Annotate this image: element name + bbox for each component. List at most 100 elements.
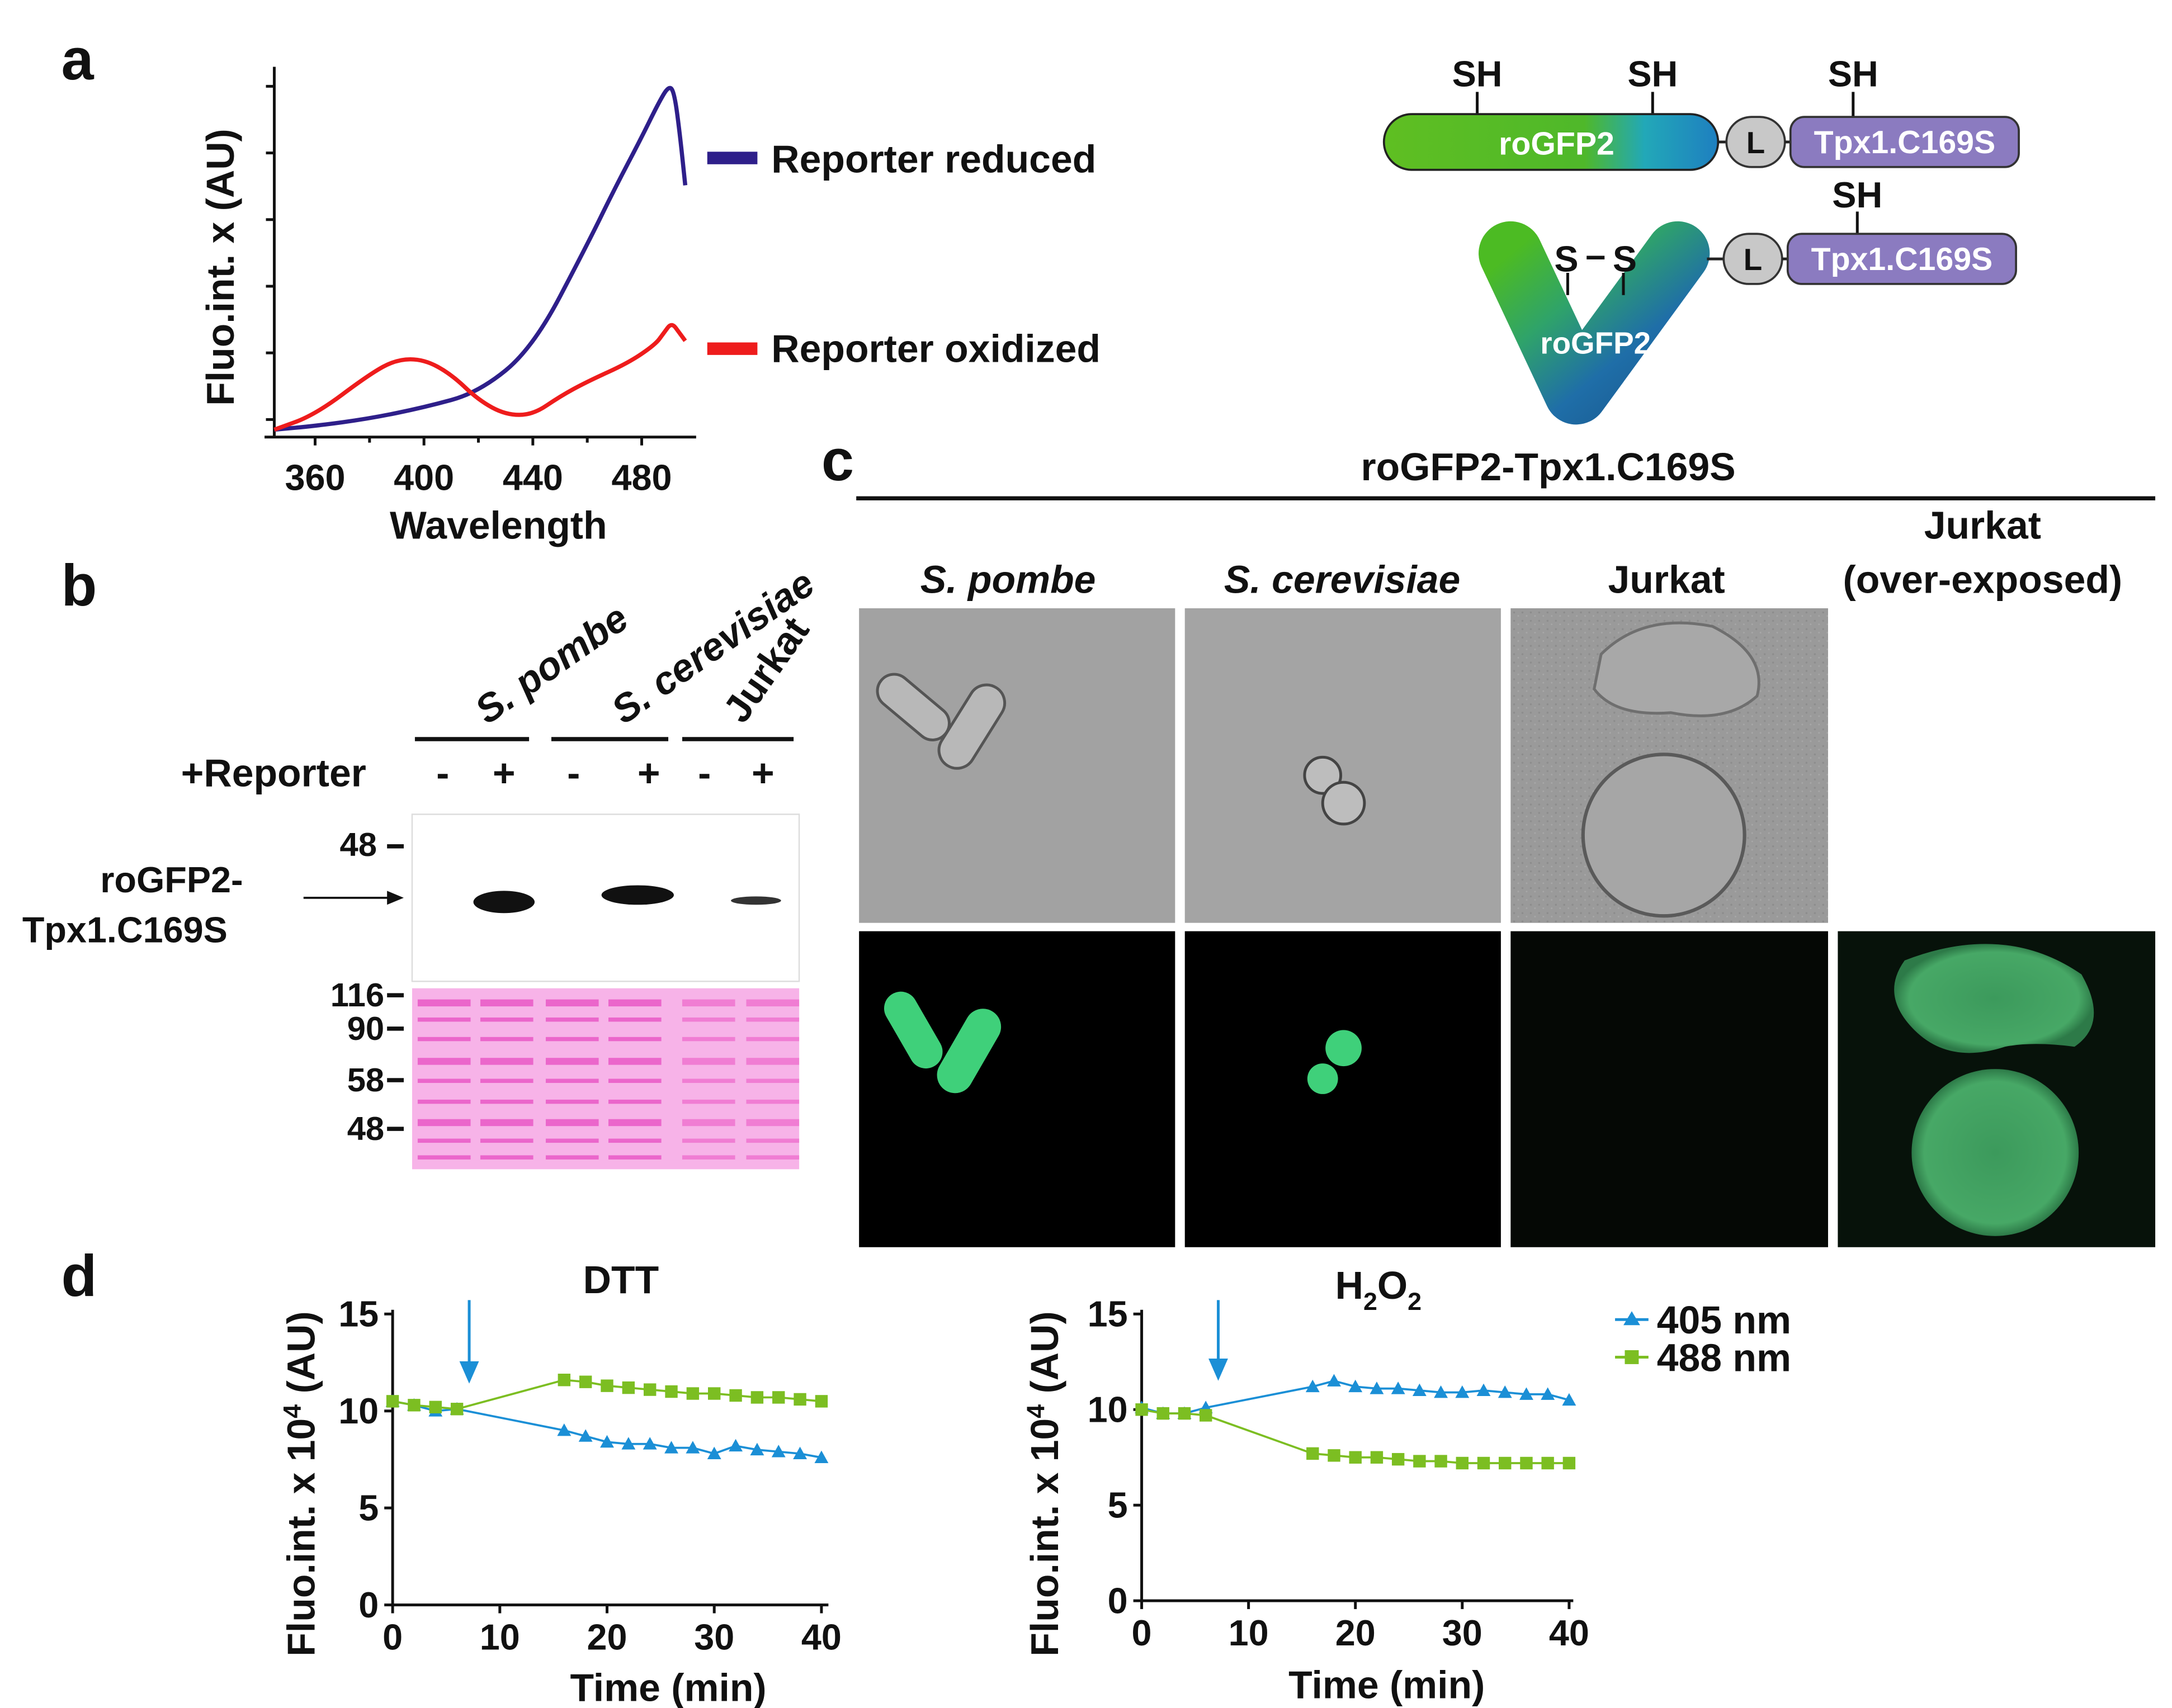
- chart-d2-point-488: [1541, 1456, 1554, 1470]
- chart-d2-point-405: [1455, 1385, 1470, 1398]
- chart-d1-point-405: [750, 1442, 764, 1456]
- col-label-jurkat-over2: (over-exposed): [1843, 558, 2122, 602]
- ponceau-band: [682, 1099, 735, 1104]
- chart-d1-y-tick-label: 0: [358, 1584, 379, 1625]
- chart-d1-point-405: [793, 1446, 808, 1460]
- chart-d1-y-tick-label: 10: [338, 1390, 379, 1431]
- disulfide-bond: –: [1585, 234, 1606, 275]
- blot-marker-48: 48: [339, 826, 376, 863]
- ponceau-band: [608, 1138, 662, 1143]
- col-label-jurkat-over1: Jurkat: [1924, 504, 2041, 547]
- blot-band-pombe: [473, 891, 535, 914]
- ponceau-band: [480, 1155, 533, 1160]
- legend-405-label: 405 nm: [1657, 1298, 1791, 1342]
- chart-d1-y-tick-label: 15: [338, 1294, 379, 1335]
- chart-d1-xlabel: Time (min): [570, 1666, 766, 1708]
- ponceau-bands: [417, 999, 800, 1160]
- ponceau-band: [682, 1058, 735, 1065]
- ponceau-band: [682, 999, 735, 1007]
- chart-d1-point-488: [558, 1374, 571, 1387]
- ponceau-band: [545, 1119, 599, 1127]
- chart-d2-title: H2O2: [1335, 1264, 1422, 1316]
- chart-d1-point-488: [622, 1381, 635, 1394]
- fluor-image-cerevisiae: [1184, 931, 1501, 1247]
- panel-label-a: a: [62, 27, 95, 92]
- chart-d2-point-405: [1476, 1383, 1491, 1397]
- chart-d2-point-405: [1370, 1381, 1384, 1394]
- ponceau-band: [746, 1155, 800, 1160]
- reporter-sign: -: [436, 751, 449, 795]
- col-label-jurkat: Jurkat: [1608, 558, 1725, 602]
- sh-label-3: SH: [1828, 53, 1878, 94]
- reporter-sign: -: [567, 751, 580, 795]
- ponceau-marker-label: 90: [347, 1010, 384, 1047]
- linker-label-2: L: [1744, 242, 1762, 277]
- ponceau-band: [746, 1078, 800, 1083]
- dic-image-pombe: [859, 608, 1175, 923]
- chart-d1-ylabel: Fluo.int. x 104 (AU): [278, 1311, 323, 1656]
- ponceau-band: [608, 1078, 662, 1083]
- legend-488-label: 488 nm: [1657, 1336, 1791, 1379]
- ponceau-band: [682, 1138, 735, 1143]
- chart-d1-y-tick-label: 5: [358, 1488, 379, 1529]
- col-label-cerevisiae: S. cerevisiae: [1224, 558, 1460, 602]
- chart-d1-point-488: [708, 1387, 721, 1400]
- ponceau-band: [417, 1099, 471, 1104]
- band-label-line2: Tpx1.C169S: [22, 910, 228, 950]
- ponceau-band: [545, 1017, 599, 1022]
- panel-label-b: b: [62, 553, 97, 618]
- ponceau-band: [608, 1099, 662, 1104]
- panel-c-title: roGFP2-Tpx1.C169S: [1361, 445, 1735, 489]
- legend-405-marker: [1623, 1311, 1640, 1326]
- chart-d1-ticks: 0 10 20 30 40 0 5 10 15: [338, 1294, 842, 1658]
- chart-d2-y-tick-label: 0: [1108, 1581, 1128, 1621]
- disulfide-s1: S: [1554, 238, 1578, 279]
- chart-d1-point-405: [600, 1435, 614, 1448]
- chart-d2-x-tick-label: 10: [1229, 1612, 1269, 1653]
- chart-d2-point-488: [1456, 1456, 1469, 1470]
- chart-d2-series: [1135, 1374, 1576, 1470]
- chart-d1-point-488: [579, 1375, 592, 1388]
- chart-a-series: [273, 86, 688, 432]
- chart-d2-point-488: [1200, 1409, 1212, 1422]
- linker-label-1: L: [1746, 125, 1765, 160]
- ponceau-band: [480, 1017, 533, 1022]
- chart-d-dtt: 0 10 20 30 40 0 5 10 15 DTT Fluo.int. x 104 (AU)…: [278, 1258, 842, 1708]
- chart-d1-point-488: [408, 1399, 421, 1412]
- chart-d2-point-488: [1520, 1456, 1533, 1470]
- chart-d1-point-405: [643, 1437, 657, 1450]
- chart-d1-point-488: [643, 1383, 657, 1396]
- chart-d1-x-tick-label: 30: [694, 1616, 734, 1657]
- dic-image-cerevisiae: [1184, 608, 1501, 923]
- reporter-sign: +: [752, 751, 775, 795]
- chart-d2-point-488: [1499, 1456, 1512, 1470]
- chart-d2-point-488: [1391, 1452, 1405, 1466]
- chart-d2-x-tick-label: 0: [1132, 1612, 1152, 1653]
- ponceau-band: [417, 1037, 471, 1042]
- ponceau-band: [480, 1119, 533, 1127]
- ponceau-band: [480, 1099, 533, 1104]
- chart-d1-x-tick-label: 10: [480, 1616, 520, 1657]
- ponceau-band: [608, 1119, 662, 1127]
- ponceau-band: [545, 1099, 599, 1104]
- chart-d1-point-405: [729, 1439, 743, 1452]
- chart-d2-ylabel: Fluo.int. x 104 (AU): [1022, 1311, 1066, 1656]
- reporter-sign: +: [493, 751, 516, 795]
- chart-d2-point-405: [1348, 1379, 1363, 1393]
- chart-d1-point-488: [772, 1391, 785, 1404]
- chart-a-ylabel: Fluo.int. x (AU): [199, 129, 242, 406]
- ponceau-band: [746, 999, 800, 1007]
- chart-d1-point-488: [665, 1385, 678, 1398]
- chart-a: 360 400 440 480 Fluo.int. x (AU) Wavelength…: [199, 67, 1101, 547]
- chart-d1-point-405: [621, 1437, 636, 1450]
- ponceau-band: [417, 1017, 471, 1022]
- chart-d-h2o2: 0 10 20 30 40 0 5 10 15 H2O2 Fluo.int. x 104 (AU…: [1022, 1264, 1589, 1707]
- ponceau-band: [417, 1119, 471, 1127]
- ponceau-band: [608, 1017, 662, 1022]
- chart-a-x-tick-label: 480: [612, 457, 672, 498]
- chart-d1-x-tick-label: 40: [801, 1616, 842, 1657]
- chart-d1-point-488: [794, 1393, 806, 1406]
- ponceau-band: [682, 1037, 735, 1042]
